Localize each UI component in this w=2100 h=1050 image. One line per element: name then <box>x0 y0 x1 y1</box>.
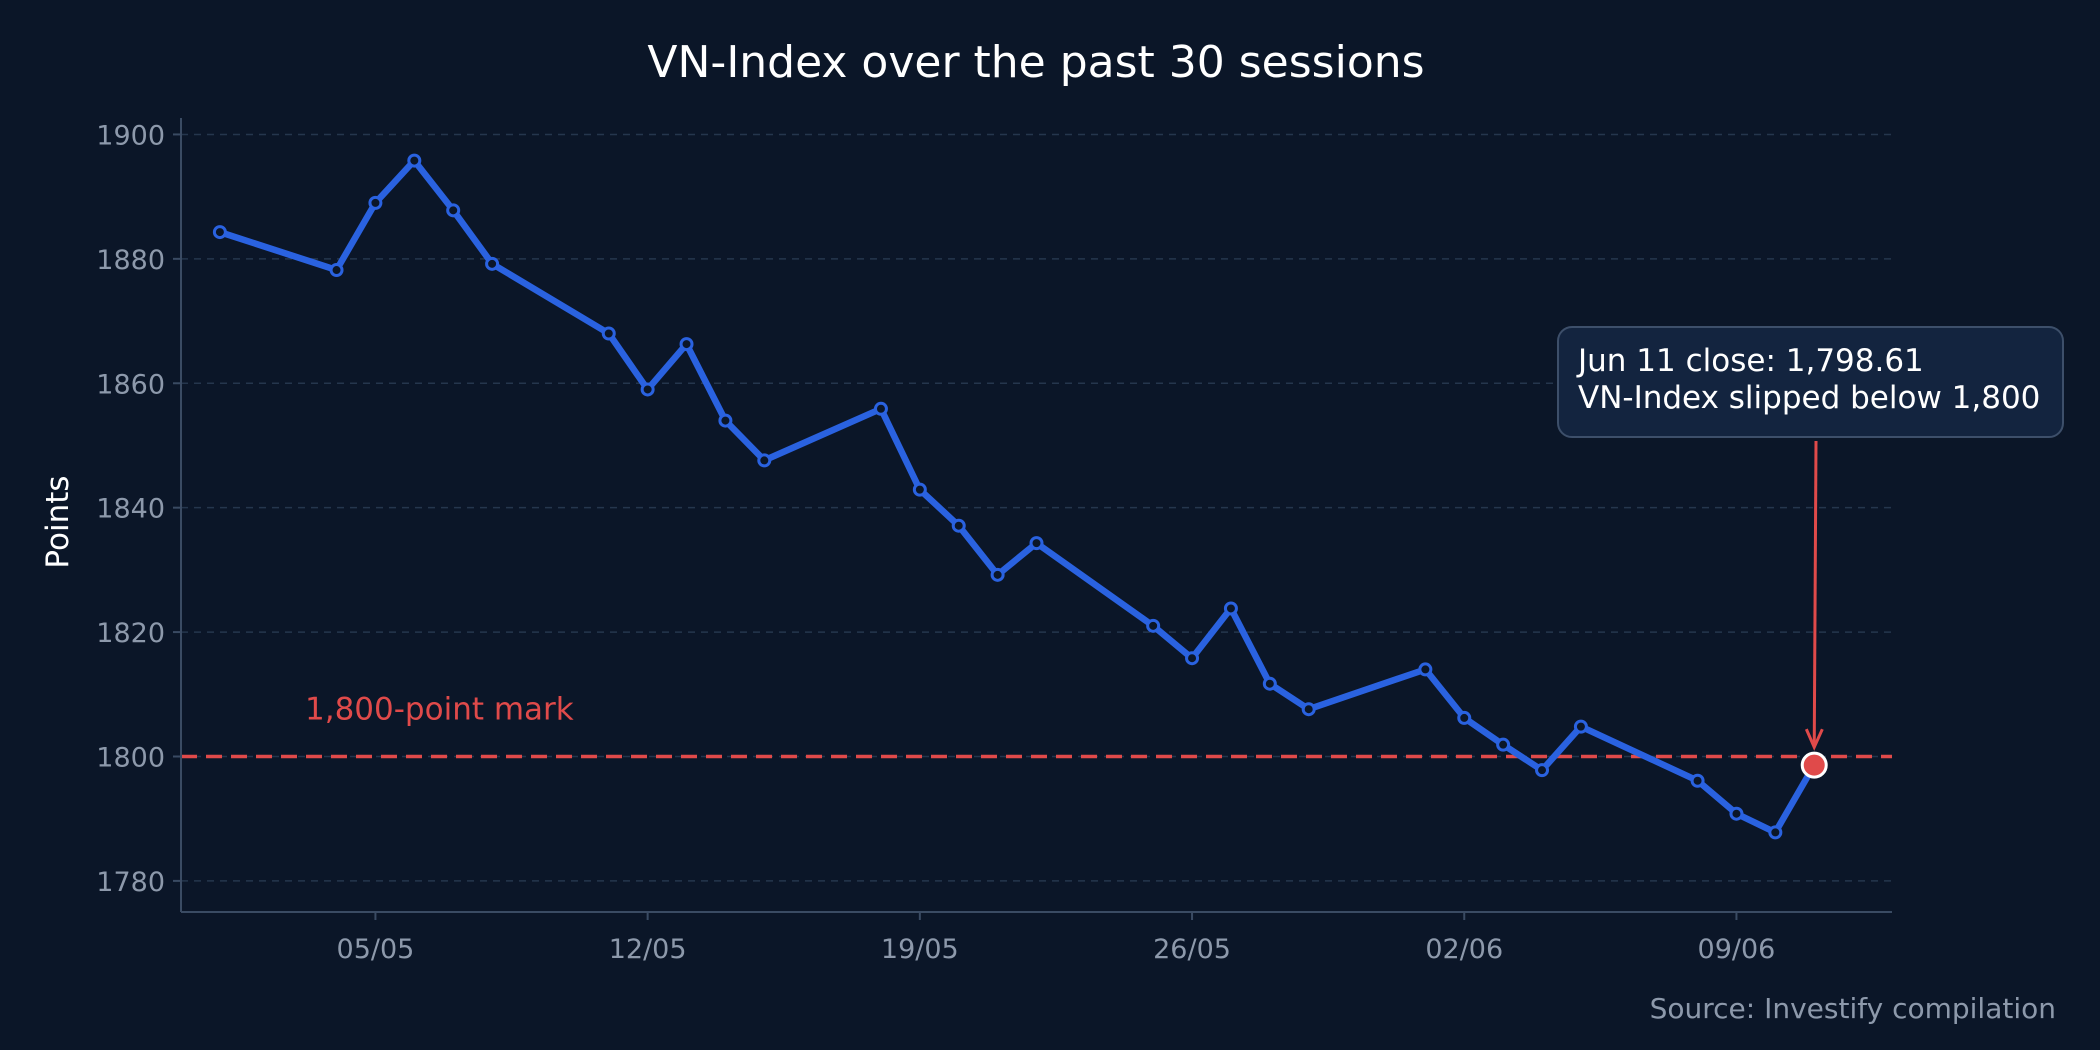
x-tick-label: 26/05 <box>1153 934 1231 965</box>
source-note: Source: Investify compilation <box>1650 992 2056 1025</box>
data-point <box>1301 702 1316 717</box>
x-tick-label: 12/05 <box>609 934 687 965</box>
grid <box>181 133 1892 882</box>
series-group <box>212 153 1828 840</box>
data-point <box>1690 773 1705 788</box>
x-tick-label: 02/06 <box>1425 934 1503 965</box>
data-point <box>1418 662 1433 677</box>
reference-line-label: 1,800-point mark <box>305 691 574 727</box>
annotation-arrowhead <box>1804 728 1824 751</box>
chart-title: VN-Index over the past 30 sessions <box>647 37 1424 88</box>
data-point <box>951 518 966 533</box>
annotation-arrow <box>1812 440 1818 748</box>
data-point <box>757 453 772 468</box>
data-point <box>873 401 888 416</box>
data-point <box>407 153 422 168</box>
data-point <box>718 413 733 428</box>
y-tick-label: 1840 <box>96 494 165 525</box>
annotation-text-line: VN-Index slipped below 1,800 <box>1578 380 2040 416</box>
y-axis-label: Points <box>40 475 76 568</box>
data-point <box>1262 676 1277 691</box>
data-point <box>1535 763 1550 778</box>
data-point <box>601 326 616 341</box>
x-tick-label: 19/05 <box>881 934 959 965</box>
y-tick-label: 1800 <box>96 742 165 773</box>
annotation-text-line: Jun 11 close: 1,798.61 <box>1576 343 1924 379</box>
axes: 1780 1800 1820 1840 1860 1880 1900 05/05 12/05 19… <box>96 118 1892 965</box>
y-tick-label: 1880 <box>96 245 165 276</box>
y-tick-label: 1860 <box>96 369 165 400</box>
y-tick-label: 1780 <box>96 867 165 898</box>
data-point <box>1768 825 1783 840</box>
x-tick-label: 09/06 <box>1698 934 1776 965</box>
data-point <box>1185 651 1200 666</box>
data-point <box>485 256 500 271</box>
y-tick-label: 1820 <box>96 618 165 649</box>
data-point <box>912 482 927 497</box>
y-tick-label: 1900 <box>96 120 165 151</box>
data-point <box>1223 601 1238 616</box>
data-point <box>368 195 383 210</box>
data-point <box>1496 737 1511 752</box>
data-point <box>212 225 227 240</box>
data-point <box>1457 710 1472 725</box>
data-point <box>1029 536 1044 551</box>
data-point <box>1573 719 1588 734</box>
data-point <box>679 337 694 352</box>
data-point <box>329 263 344 278</box>
series-line <box>216 157 1818 836</box>
data-point <box>446 203 461 218</box>
data-point <box>990 567 1005 582</box>
data-point <box>1729 806 1744 821</box>
data-point <box>640 382 655 397</box>
reference-line-group: 1,800-point mark <box>181 691 1892 759</box>
highlight-point <box>1800 751 1828 779</box>
annotation-box <box>1557 326 2064 438</box>
x-tick-label: 05/05 <box>337 934 415 965</box>
data-point <box>1146 618 1161 633</box>
